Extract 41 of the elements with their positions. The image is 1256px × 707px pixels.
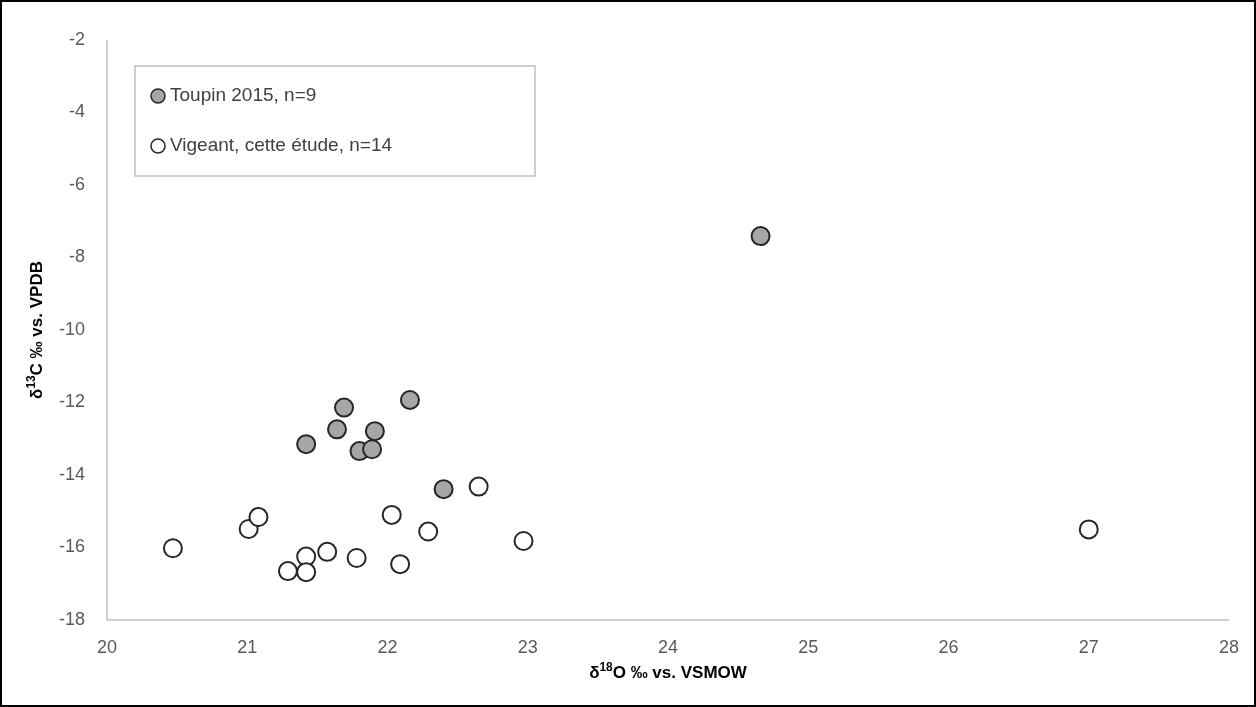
x-tick-label: 23 — [517, 636, 538, 657]
point — [346, 548, 367, 568]
x-tick-label: 28 — [1218, 636, 1240, 657]
point — [296, 434, 317, 455]
point — [433, 479, 454, 500]
point — [162, 538, 183, 559]
point — [381, 504, 402, 525]
point — [750, 226, 771, 247]
point — [513, 530, 534, 551]
point — [1078, 519, 1099, 540]
x-tick-label: 20 — [96, 636, 118, 657]
point — [296, 562, 317, 583]
legend-label: Vigeant, cette étude, n=14 — [170, 134, 393, 156]
y-tick-label: -16 — [58, 536, 85, 557]
y-tick-label: -4 — [68, 101, 85, 122]
x-tick-label: 27 — [1078, 636, 1099, 657]
point — [468, 476, 489, 497]
point — [362, 439, 383, 460]
point — [327, 419, 348, 440]
point — [399, 389, 420, 410]
y-tick-label: -12 — [58, 391, 85, 412]
y-tick-label: -6 — [68, 173, 85, 194]
y-tick-label: -18 — [58, 608, 85, 629]
y-tick-label: -8 — [68, 246, 85, 267]
x-tick-label: 26 — [938, 636, 959, 657]
point — [390, 554, 411, 575]
x-tick-label: 22 — [377, 636, 398, 657]
legend-label: Toupin 2015, n=9 — [170, 84, 317, 106]
point — [364, 421, 385, 442]
point — [317, 541, 338, 562]
point — [334, 397, 355, 418]
point — [418, 521, 439, 542]
y-tick-label: -2 — [68, 28, 85, 49]
point — [248, 507, 269, 528]
x-tick-label: 25 — [798, 636, 819, 657]
x-tick-label: 21 — [237, 636, 258, 657]
x-axis-title: δ$^{18}$O ‰ vs. VSMOW — [589, 660, 748, 682]
y-tick-label: -14 — [58, 463, 85, 484]
x-tick-label: 24 — [657, 636, 679, 657]
point — [277, 561, 298, 582]
y-tick-label: -10 — [58, 318, 85, 339]
